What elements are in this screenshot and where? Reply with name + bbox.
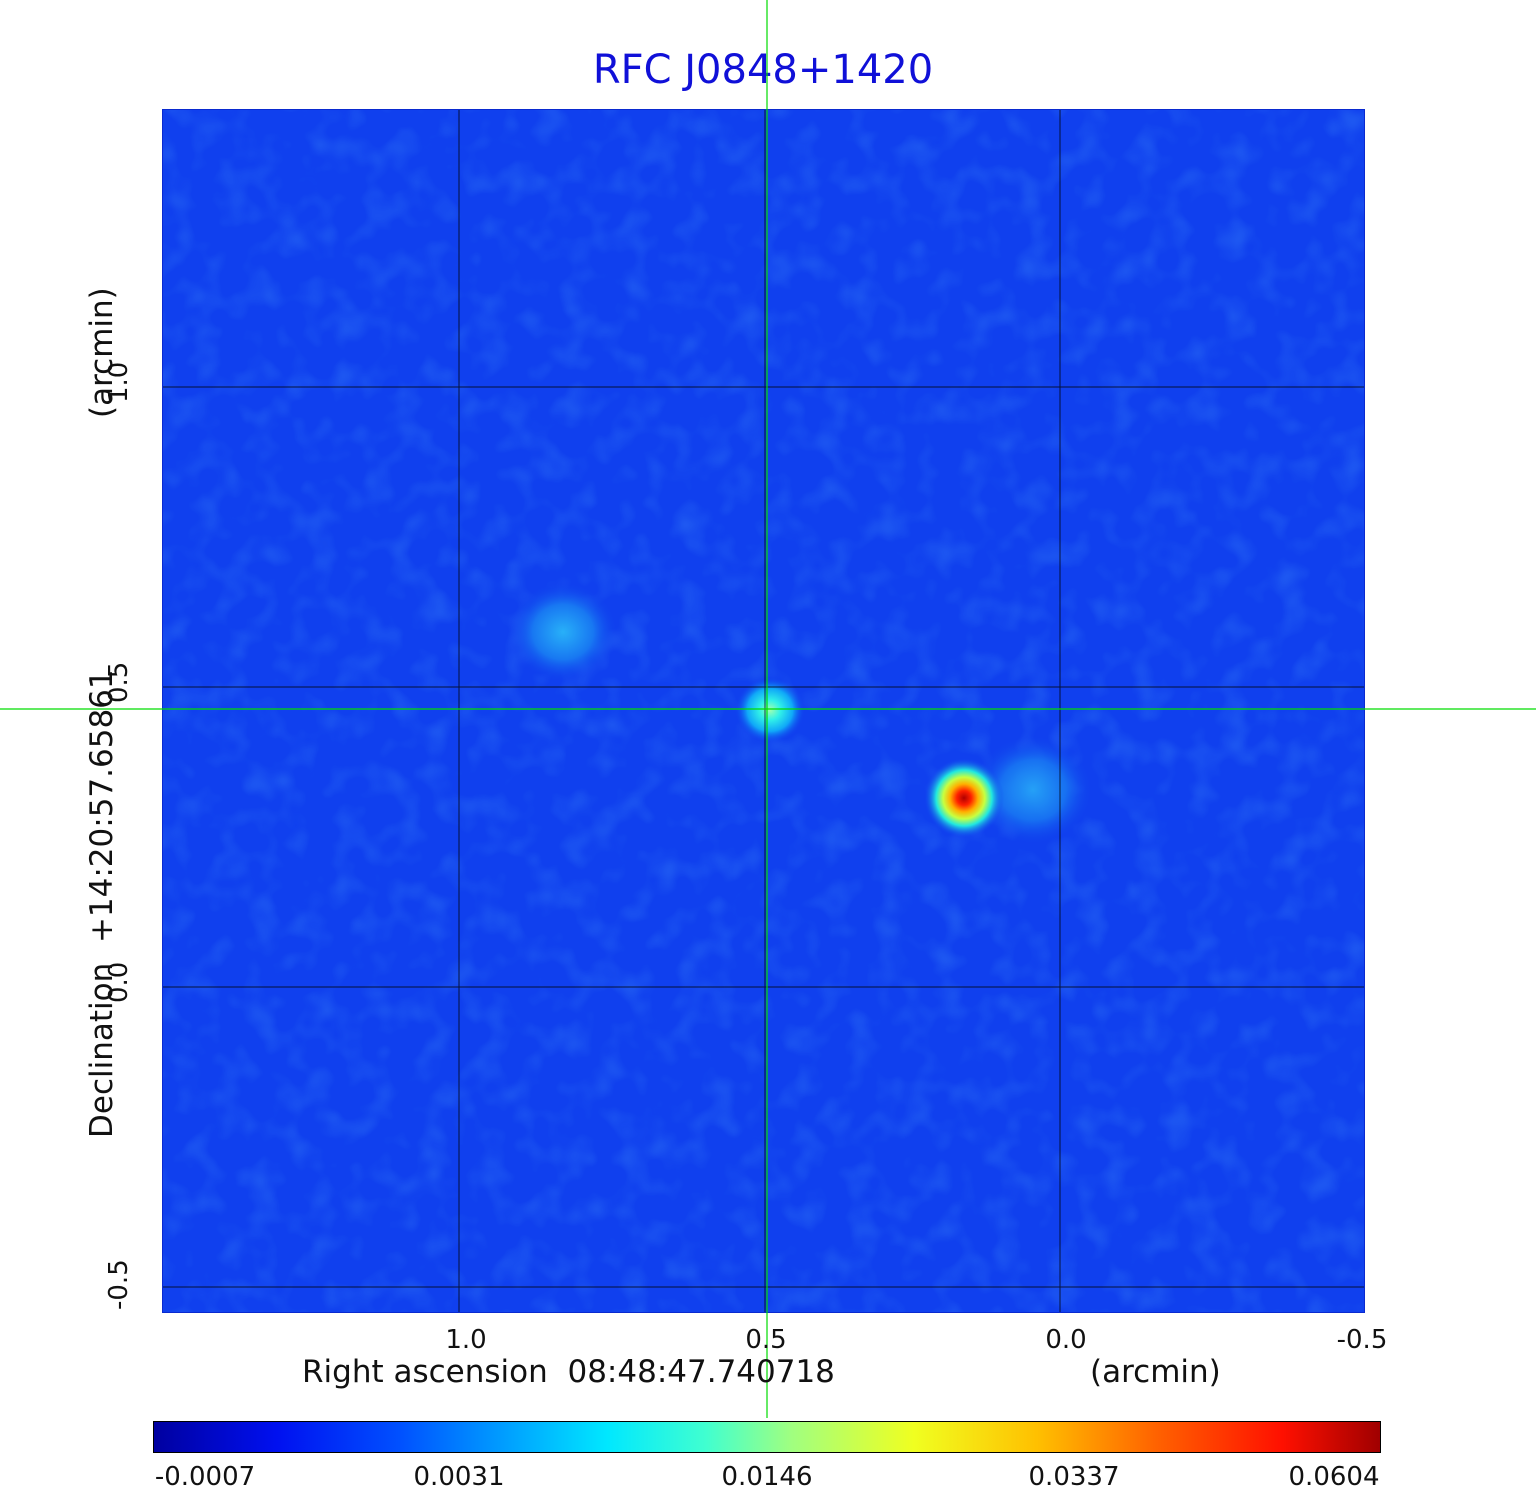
x-axis-label: Right ascension 08:48:47.740718: [302, 1354, 835, 1390]
x-axis-unit: (arcmin): [1090, 1354, 1221, 1390]
faint-source-se: [973, 735, 1093, 845]
image-title: RFC J0848+1420: [592, 47, 934, 93]
y-tick-label: -0.5: [104, 1259, 134, 1310]
target-source: [735, 677, 805, 743]
colorbar-tick-label: -0.0007: [154, 1462, 256, 1492]
faint-source-nw: [508, 582, 618, 682]
x-tick-label: 0.0: [1045, 1325, 1087, 1355]
x-tick-label: -0.5: [1336, 1325, 1388, 1355]
map-canvas: [163, 110, 1364, 1312]
colorbar-tick-label: 0.0031: [413, 1462, 505, 1492]
x-tick-label: 1.0: [445, 1325, 487, 1355]
colorbar-tick-label: 0.0604: [1288, 1462, 1380, 1492]
bright-source: [924, 758, 1004, 838]
radio-image-map: [162, 109, 1365, 1313]
x-tick-label: 0.5: [745, 1325, 787, 1355]
y-axis-unit: (arcmin): [84, 287, 120, 418]
colorbar: [153, 1421, 1381, 1453]
colorbar-tick-label: 0.0337: [1028, 1462, 1120, 1492]
colorbar-tick-label: 0.0146: [721, 1462, 813, 1492]
coordinate-grid: [163, 110, 1364, 1312]
y-axis-label: Declination +14:20:57.65861: [84, 669, 120, 1138]
